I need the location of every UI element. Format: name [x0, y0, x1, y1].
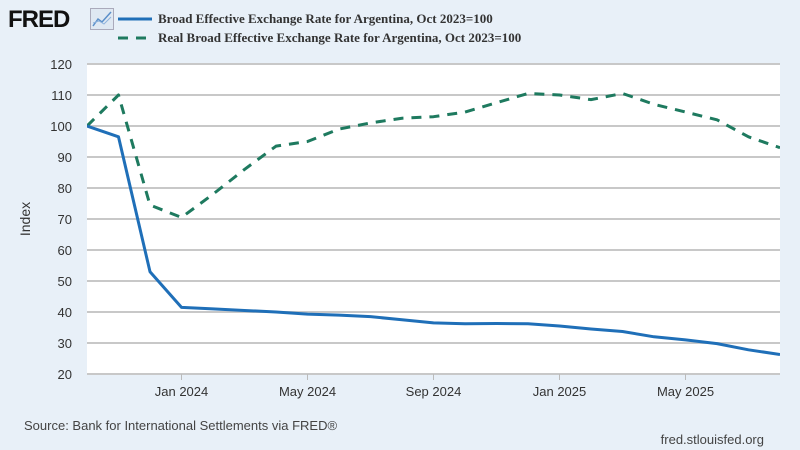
y-tick-label: 90: [58, 150, 72, 165]
y-tick-label: 40: [58, 305, 72, 320]
site-link[interactable]: fred.stlouisfed.org: [660, 432, 764, 447]
y-tick-label: 120: [50, 57, 72, 72]
x-tick-label: Jan 2024: [155, 384, 209, 399]
fred-logo: FRED: [8, 6, 70, 33]
y-axis-label: Index: [17, 202, 33, 236]
legend-label: Broad Effective Exchange Rate for Argent…: [158, 11, 493, 26]
legend-solid-swatch: [118, 17, 152, 21]
legend-dashed-swatch: [118, 36, 152, 40]
legend-item-broad: Broad Effective Exchange Rate for Argent…: [118, 11, 493, 27]
series-line-broad: [87, 124, 780, 356]
legend-item-real: Real Broad Effective Exchange Rate for A…: [118, 30, 521, 46]
x-tick-label: May 2025: [657, 384, 714, 399]
y-tick-label: 80: [58, 181, 72, 196]
y-tick-label: 60: [58, 243, 72, 258]
legend-label: Real Broad Effective Exchange Rate for A…: [158, 30, 522, 45]
y-tick-label: 100: [50, 119, 72, 134]
y-tick-label: 50: [58, 274, 72, 289]
y-tick-label: 30: [58, 336, 72, 351]
line-chart-icon: [90, 8, 114, 30]
x-tick-label: Jan 2025: [533, 384, 587, 399]
x-tick-label: Sep 2024: [406, 384, 462, 399]
y-tick-label: 70: [58, 212, 72, 227]
series-line-real: [87, 91, 780, 219]
source-note: Source: Bank for International Settlemen…: [24, 418, 338, 433]
y-tick-label: 20: [58, 367, 72, 382]
x-tick-label: May 2024: [279, 384, 336, 399]
y-tick-label: 110: [51, 88, 72, 103]
